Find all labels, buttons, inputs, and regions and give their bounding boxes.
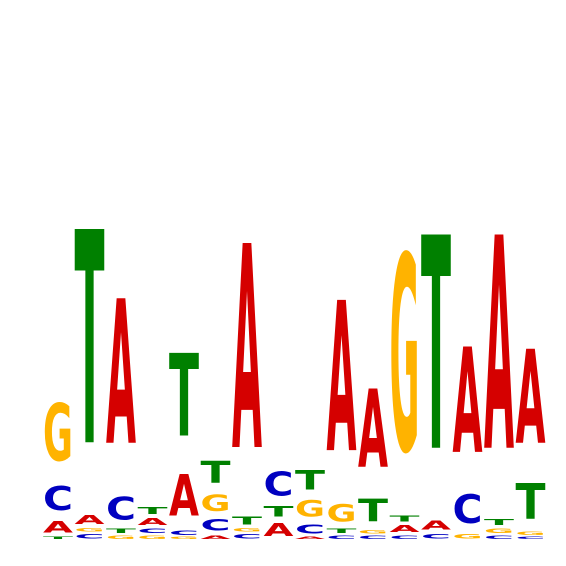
logo-letter-T: T (516, 474, 546, 531)
logo-letter-C: C (43, 480, 73, 518)
logo-letter-C: C (453, 488, 483, 533)
logo-column-8: ATC (264, 465, 295, 540)
logo-letter-C: C (327, 534, 357, 540)
logo-letter-G: G (358, 529, 388, 534)
logo-letter-A: A (201, 534, 232, 540)
logo-letter-T: T (138, 505, 168, 516)
logo-column-13: CAT (421, 178, 452, 540)
logo-letter-G: G (43, 389, 73, 480)
logo-column-14: GCA (453, 318, 483, 540)
logo-letter-A: A (75, 512, 106, 527)
logo-letter-C: C (421, 533, 451, 540)
logo-letter-A: A (169, 464, 199, 529)
logo-letter-A: A (390, 524, 420, 535)
logo-letter-T: T (201, 455, 231, 490)
logo-letter-C: C (232, 533, 262, 540)
logo-letter-C: C (484, 534, 514, 540)
logo-letter-A: A (264, 520, 295, 540)
logo-letter-G: G (232, 527, 262, 532)
logo-letter-G: G (75, 527, 105, 532)
logo-letter-G: G (390, 202, 420, 514)
logo-letter-T: T (106, 527, 137, 534)
logo-letter-G: G (201, 491, 231, 517)
logo-stacks: TACGCGATGTCAGCATGCATACGTCGTAATCACGTCTGAC… (43, 172, 546, 540)
logo-letter-T: T (232, 514, 262, 527)
logo-letter-T: T (327, 527, 358, 534)
logo-letter-C: C (106, 490, 136, 527)
logo-letter-G: G (484, 527, 514, 534)
logo-letter-T: T (484, 518, 515, 527)
logo-letter-C: C (75, 533, 105, 540)
logo-letter-C: C (358, 534, 388, 540)
logo-letter-G: G (453, 533, 483, 540)
logo-letter-A: A (232, 189, 262, 514)
logo-letter-T: T (295, 464, 325, 496)
logo-letter-C: C (264, 465, 294, 503)
logo-letter-A: A (327, 258, 357, 498)
logo-letter-A: A (421, 518, 452, 533)
logo-letter-G: G (106, 535, 136, 540)
logo-letter-A: A (484, 177, 514, 518)
logo-letter-C: C (169, 529, 199, 536)
logo-letter-A: A (358, 367, 388, 492)
logo-letter-C: C (390, 534, 420, 540)
logo-letter-T: T (358, 493, 388, 529)
logo-letter-T: T (43, 536, 74, 540)
logo-letter-G: G (138, 535, 168, 540)
logo-letter-T: T (264, 503, 295, 519)
logo-letter-A: A (43, 518, 73, 536)
logo-letter-G: G (516, 531, 546, 536)
logo-letter-A: A (453, 318, 483, 486)
logo-letter-G: G (327, 500, 357, 528)
logo-letter-C: C (516, 536, 546, 540)
logo-letter-A: A (295, 536, 326, 540)
logo-letter-C: C (295, 522, 325, 537)
logo-letter-T: T (169, 331, 199, 463)
logo-letter-T: T (390, 515, 421, 524)
logo-letter-A: A (138, 516, 168, 527)
logo-letter-T: T (75, 172, 105, 512)
logo-letter-A: A (516, 325, 546, 474)
logo-letter-C: C (201, 516, 231, 534)
logo-letter-T: T (421, 178, 451, 518)
logo-letter-A: A (106, 258, 136, 490)
logo-letter-C: C (138, 527, 168, 534)
logo-letter-G: G (169, 536, 199, 540)
logo-letter-G: G (295, 497, 325, 523)
